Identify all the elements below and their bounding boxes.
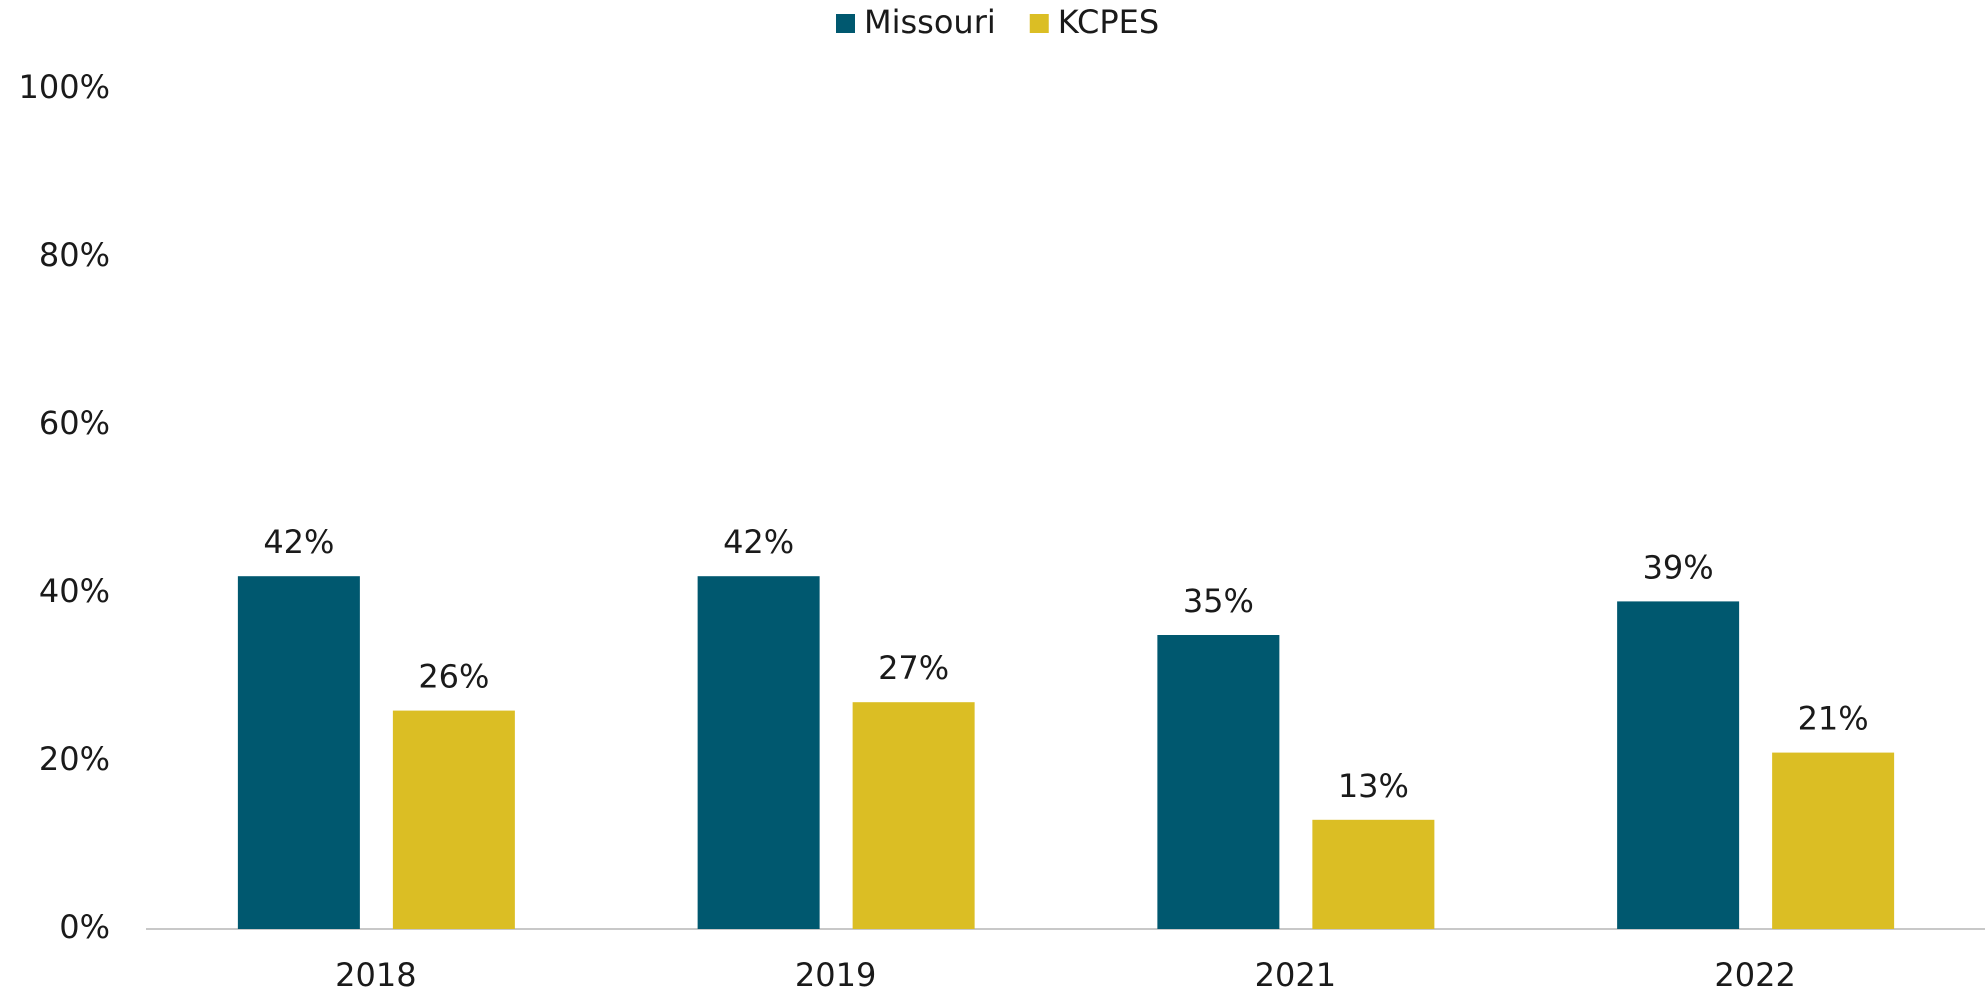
x-tick-label: 2018 [335,956,416,994]
y-tick-label: 80% [39,236,110,274]
data-label: 42% [263,523,334,561]
legend-label: KCPES [1058,3,1159,41]
x-tick-label: 2021 [1255,956,1336,994]
legend-label: Missouri [864,3,996,41]
y-tick-label: 40% [39,572,110,610]
x-tick-label: 2019 [795,956,876,994]
bar [697,576,820,929]
y-tick-label: 0% [59,908,110,946]
bar [1157,635,1280,929]
y-tick-label: 60% [39,404,110,442]
data-label: 27% [878,649,949,687]
data-label: 26% [418,658,489,696]
data-label: 35% [1183,582,1254,620]
legend-swatch [836,14,855,33]
bar [1312,819,1435,929]
bar [392,710,515,929]
bar [852,702,975,929]
bar [1617,601,1740,929]
y-tick-label: 100% [19,68,110,106]
legend-swatch [1029,14,1049,33]
y-tick-label: 20% [39,740,110,778]
data-label: 42% [723,523,794,561]
x-tick-label: 2022 [1714,956,1795,994]
data-label: 21% [1798,700,1869,738]
bar [1772,752,1895,929]
bar [237,576,360,929]
data-label: 13% [1338,767,1409,805]
data-label: 39% [1643,548,1714,586]
